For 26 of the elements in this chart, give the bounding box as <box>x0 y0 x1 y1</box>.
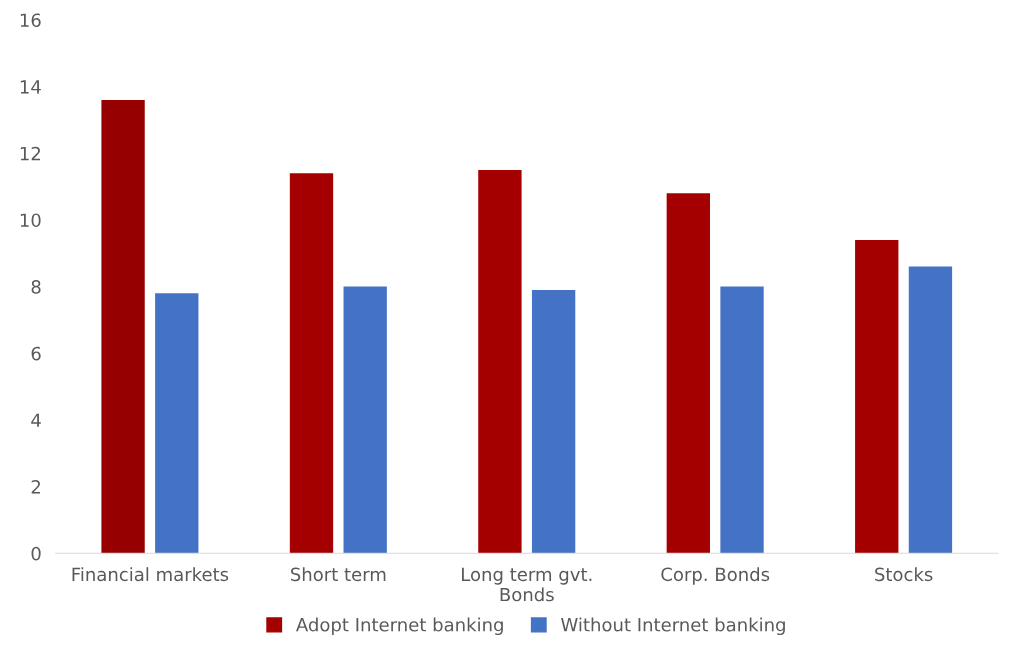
bar <box>343 286 387 554</box>
y-tick-label: 14 <box>20 80 41 94</box>
bar <box>720 286 764 554</box>
y-tick-label: 12 <box>20 146 41 161</box>
x-tick-label: Short term <box>291 567 386 582</box>
bar <box>666 193 710 554</box>
legend-label: Adopt Internet banking <box>296 617 503 635</box>
y-tick-label: 10 <box>20 213 41 228</box>
legend-label: Without Internet banking <box>561 617 785 635</box>
y-tick-label: 4 <box>31 413 41 427</box>
bar <box>289 173 334 554</box>
y-tick-label: 0 <box>31 546 41 561</box>
y-tick-label: 6 <box>31 346 41 361</box>
bar <box>155 293 199 554</box>
x-tick-label: Corp. Bonds <box>661 567 770 585</box>
bar <box>855 239 899 554</box>
y-tick-label: 2 <box>31 480 41 494</box>
x-tick-label: Stocks <box>875 567 933 582</box>
bar <box>908 266 953 554</box>
x-tick-label: Financial markets <box>72 567 229 582</box>
y-tick-label: 8 <box>31 280 41 294</box>
bar <box>478 169 522 554</box>
bar <box>531 289 576 554</box>
y-tick-label: 16 <box>20 13 41 28</box>
x-tick-label: Long term gvt. Bonds <box>462 567 592 602</box>
bar <box>101 99 145 554</box>
